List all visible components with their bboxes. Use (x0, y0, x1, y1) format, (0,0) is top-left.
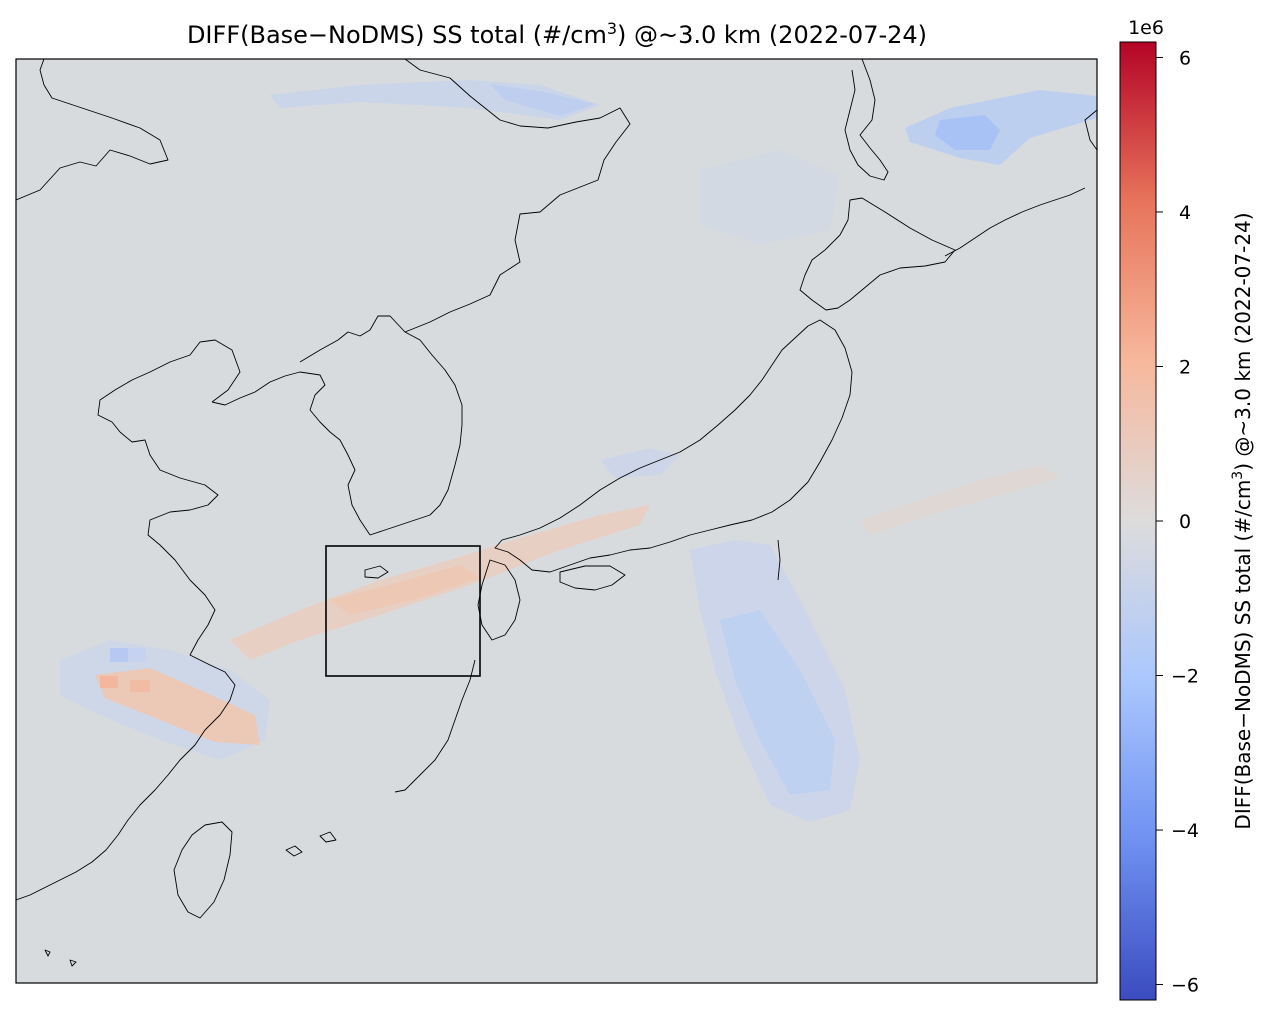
map-frame (15, 58, 1098, 984)
coastline-honshu (494, 319, 853, 573)
coastline-russia-pacific (299, 59, 631, 363)
colorbar-gradient (1120, 42, 1156, 1000)
coastline-liaodong (97, 339, 241, 433)
coastline-ryukyu (394, 659, 476, 793)
colorbar-tick-label: 0 (1179, 511, 1191, 533)
coastlines (16, 59, 1097, 967)
positive-anomaly-band (230, 465, 1060, 660)
study-region-box (325, 545, 481, 677)
mixed-anomaly-west (60, 640, 270, 760)
coastline-hokkaido (799, 197, 956, 311)
colorbar-tick-label: −2 (1171, 666, 1199, 688)
negative-anomaly-pacific (600, 448, 860, 822)
negative-anomaly-north (270, 80, 600, 120)
map-panel (16, 59, 1097, 983)
coastline-korean-east (369, 331, 463, 536)
anomaly-field (60, 80, 1097, 822)
coastline-kamchatka-tip (1084, 109, 1097, 151)
coastline-small-isles (44, 831, 337, 967)
figure-title: DIFF(Base−NoDMS) SS total (#/cm3) @~3.0 … (187, 19, 927, 49)
coastline-sakhalin (844, 59, 889, 181)
colorbar-ticks: 6 4 2 0 −2 −4 −6 (1156, 47, 1199, 997)
coastline-jeju (364, 565, 389, 579)
coastline-taiwan (173, 821, 233, 919)
map-background (16, 59, 1097, 983)
colorbar-offset-text: 1e6 (1128, 17, 1164, 39)
colorbar-tick-label: 2 (1179, 356, 1191, 378)
coastline-korean-west (211, 371, 371, 536)
colorbar-tick-label: 6 (1179, 47, 1191, 69)
coastline-shandong (16, 431, 236, 901)
faint-anomaly-northeast (700, 150, 840, 245)
colorbar-tick-label: 4 (1179, 202, 1191, 224)
coastline-kurils (944, 187, 1086, 257)
colorbar: 1e6 6 4 2 0 −2 −4 −6 DIFF(Base−NoDMS) SS total… (1119, 17, 1255, 1001)
colorbar-tick-label: −6 (1171, 975, 1199, 997)
coastline-izu (777, 539, 781, 581)
negative-anomaly-ne (905, 90, 1097, 165)
coastline-shikoku (559, 565, 626, 591)
colorbar-tick-label: −4 (1171, 820, 1199, 842)
colorbar-label: DIFF(Base−NoDMS) SS total (#/cm3) @~3.0 … (1230, 212, 1255, 829)
coastline-sea-of-okhotsk (16, 59, 169, 201)
